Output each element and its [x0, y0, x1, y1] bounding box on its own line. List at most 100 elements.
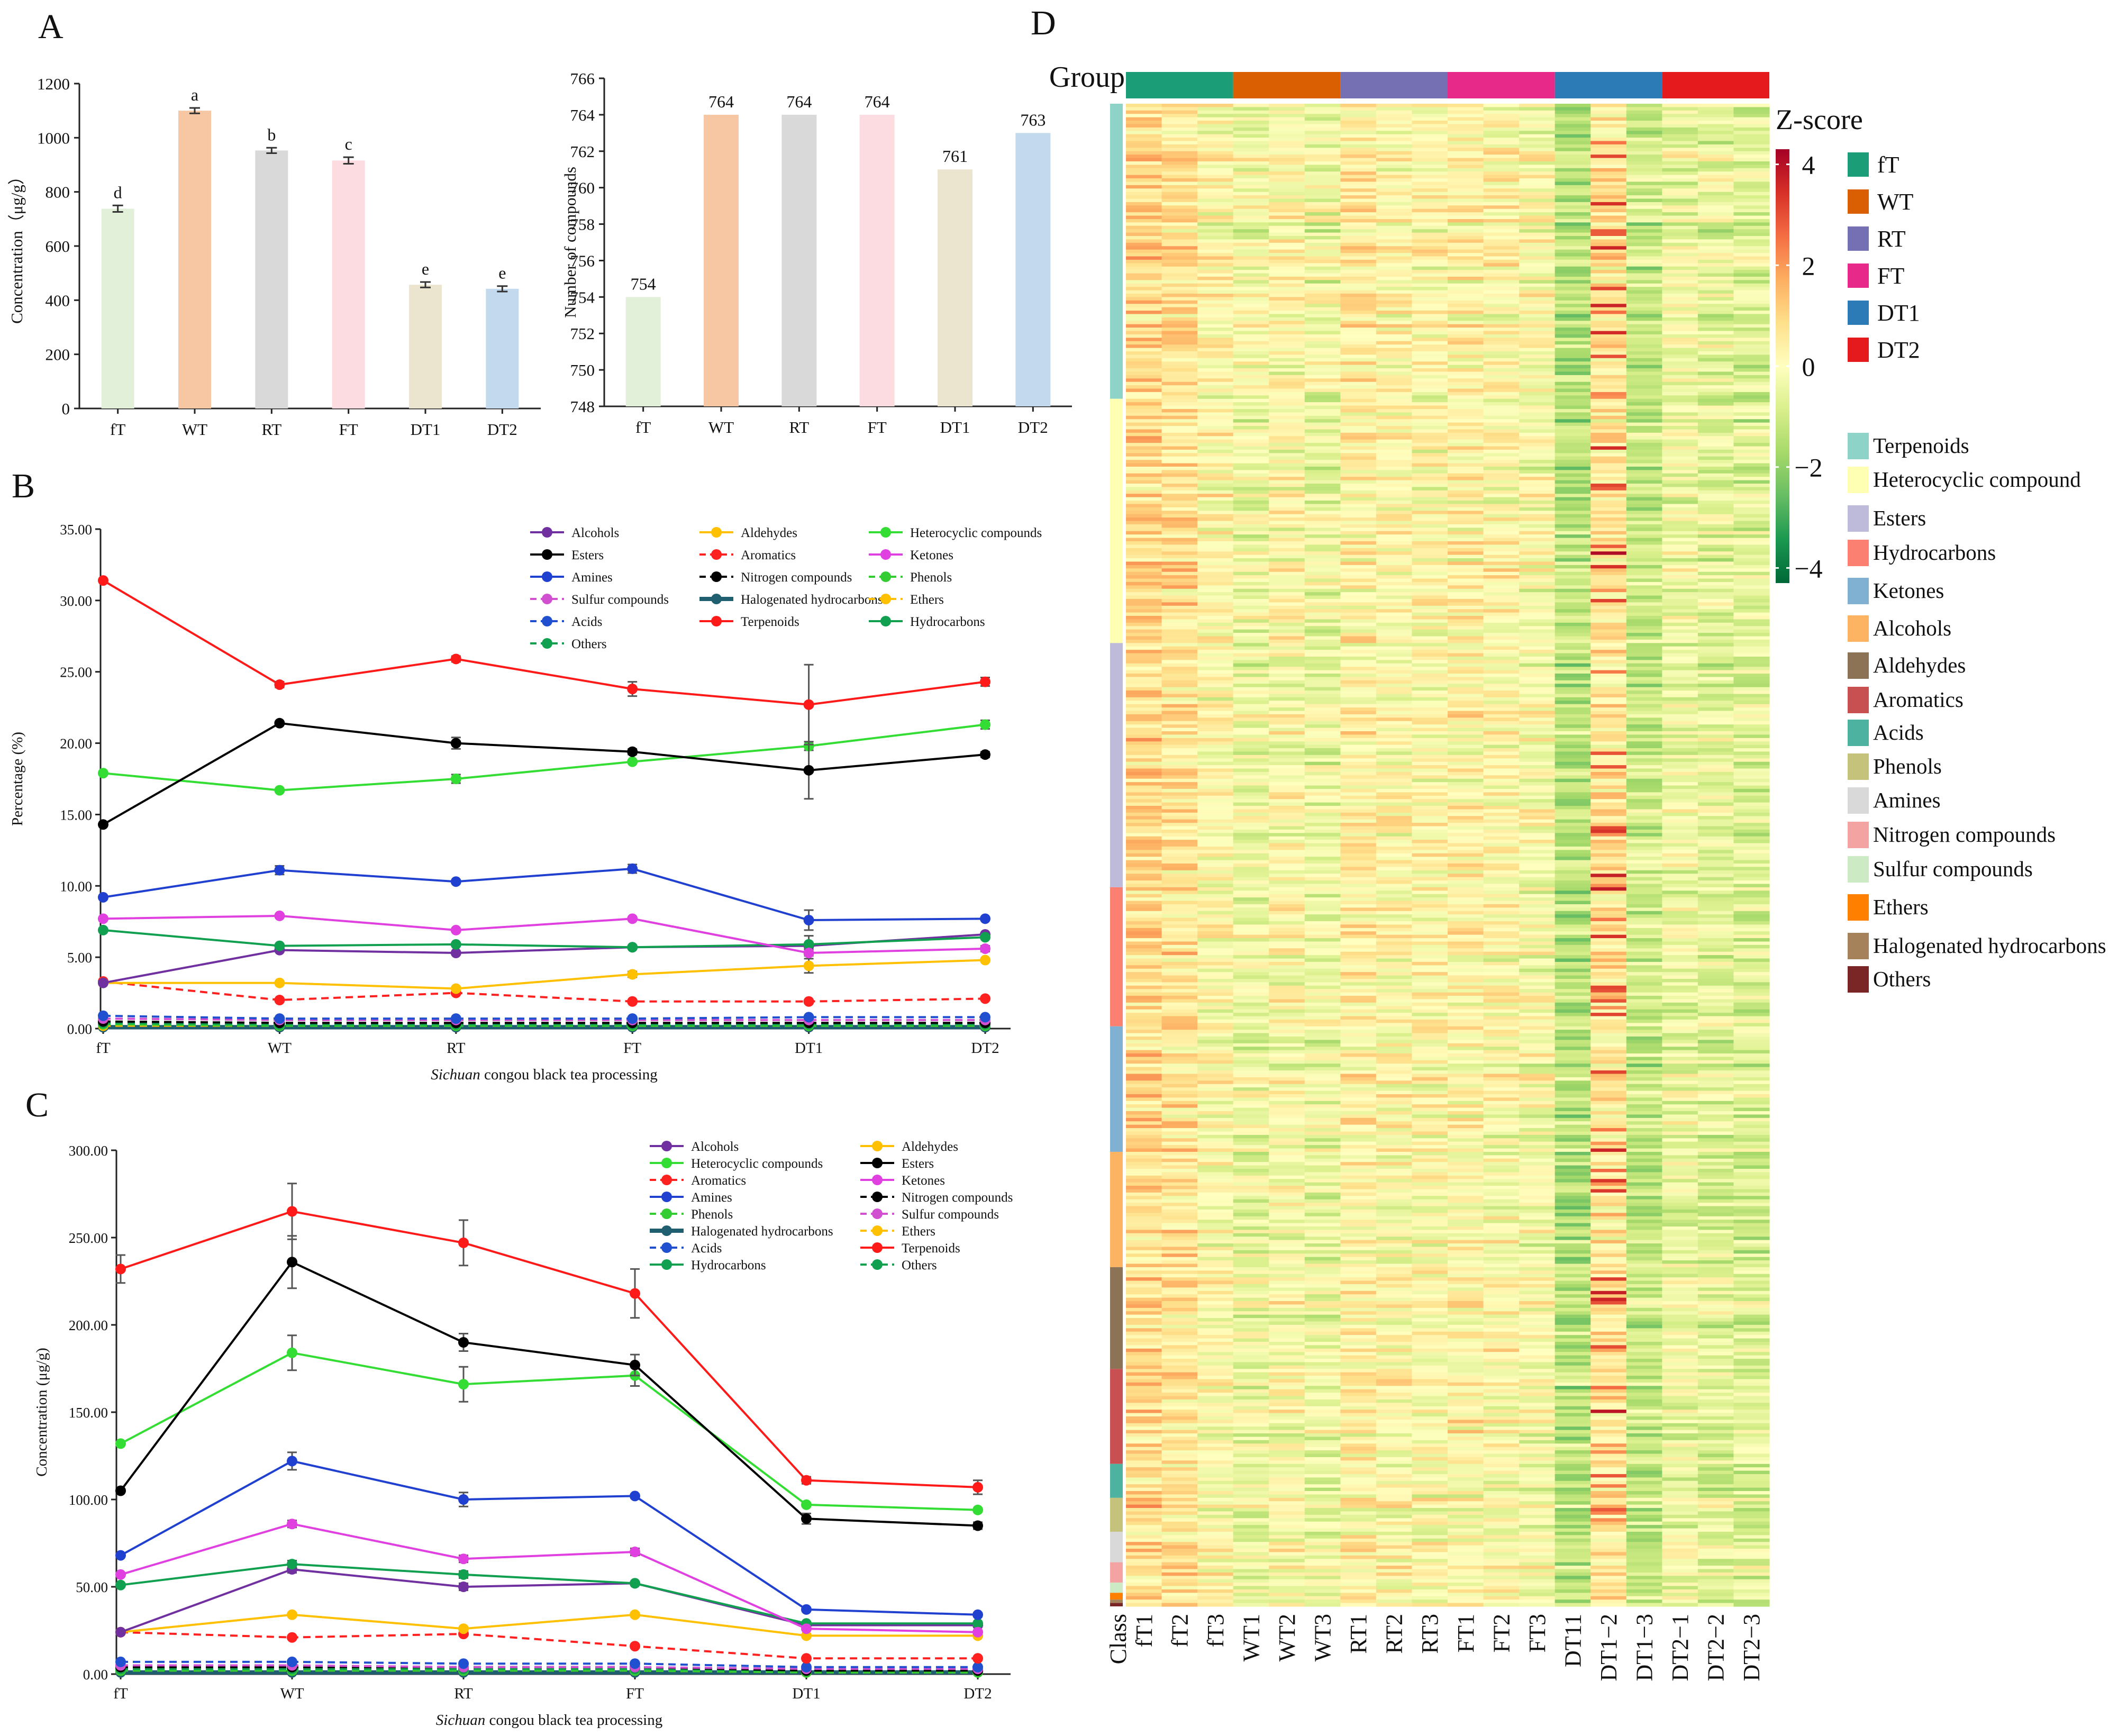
- heatmap-cell: [1126, 626, 1162, 630]
- heatmap-cell: [1376, 215, 1413, 220]
- heatmap-cell: [1519, 884, 1556, 888]
- heatmap-cell: [1519, 249, 1556, 253]
- heatmap-cell: [1733, 171, 1770, 176]
- heatmap-cell: [1590, 544, 1627, 549]
- data-label: 761: [942, 147, 968, 166]
- heatmap-cell: [1519, 432, 1556, 437]
- heatmap-cell: [1412, 365, 1448, 369]
- heatmap-cell: [1304, 104, 1341, 108]
- heatmap-cell: [1555, 874, 1591, 878]
- heatmap-cell: [1233, 609, 1269, 613]
- heatmap-cell: [1697, 684, 1734, 688]
- heatmap-cell: [1590, 674, 1627, 678]
- heatmap-cell: [1269, 165, 1305, 169]
- data-point-amines: [980, 913, 990, 924]
- heatmap-cell: [1269, 704, 1305, 708]
- heatmap-cell: [1448, 351, 1484, 356]
- heatmap-cell: [1376, 514, 1413, 518]
- heatmap-cell: [1233, 704, 1269, 708]
- heatmap-cell: [1161, 575, 1198, 579]
- heatmap-cell: [1733, 276, 1770, 280]
- heatmap-cell: [1233, 110, 1269, 114]
- heatmap-cell: [1555, 144, 1591, 148]
- heatmap-cell: [1197, 731, 1234, 735]
- heatmap-cell: [1412, 381, 1448, 386]
- heatmap-cell: [1161, 127, 1198, 131]
- heatmap-cell: [1662, 836, 1698, 840]
- heatmap-cell: [1590, 575, 1627, 579]
- heatmap-cell: [1733, 110, 1770, 114]
- heatmap-cell: [1197, 765, 1234, 769]
- heatmap-cell: [1197, 229, 1234, 233]
- heatmap-cell: [1483, 355, 1520, 359]
- heatmap-cell: [1376, 181, 1413, 186]
- data-point-aromatics: [287, 1632, 297, 1643]
- heatmap-cell: [1376, 300, 1413, 304]
- heatmap-cell: [1376, 602, 1413, 606]
- heatmap-cell: [1662, 874, 1698, 878]
- heatmap-cell: [1626, 432, 1662, 437]
- heatmap-cell: [1662, 857, 1698, 861]
- heatmap-cell: [1304, 466, 1341, 470]
- heatmap-cell: [1412, 548, 1448, 552]
- heatmap-cell: [1269, 188, 1305, 193]
- heatmap-cell: [1519, 514, 1556, 518]
- heatmap-cell: [1697, 290, 1734, 294]
- heatmap-cell: [1340, 148, 1377, 152]
- heatmap-cell: [1126, 714, 1162, 718]
- heatmap-cell: [1376, 398, 1413, 403]
- heatmap-cell: [1555, 890, 1591, 895]
- heatmap-cell: [1412, 378, 1448, 383]
- heatmap-cell: [1519, 846, 1556, 850]
- heatmap-cell: [1448, 768, 1484, 772]
- heatmap-cell: [1376, 402, 1413, 406]
- heatmap-cell: [1483, 324, 1520, 328]
- heatmap-cell: [1519, 521, 1556, 525]
- heatmap-cell: [1590, 694, 1627, 698]
- heatmap-cell: [1483, 551, 1520, 556]
- heatmap-cell: [1161, 426, 1198, 430]
- heatmap-cell: [1197, 381, 1234, 386]
- heatmap-cell: [1304, 321, 1341, 325]
- heatmap-cell: [1161, 633, 1198, 637]
- heatmap-cell: [1662, 460, 1698, 464]
- heatmap-cell: [1304, 538, 1341, 542]
- heatmap-cell: [1626, 280, 1662, 284]
- heatmap-cell: [1697, 511, 1734, 515]
- heatmap-cell: [1161, 158, 1198, 162]
- heatmap-cell: [1412, 507, 1448, 511]
- heatmap-cell: [1126, 558, 1162, 562]
- heatmap-cell: [1483, 592, 1520, 596]
- heatmap-cell: [1269, 744, 1305, 749]
- heatmap-cell: [1626, 588, 1662, 593]
- heatmap-cell: [1412, 857, 1448, 861]
- heatmap-cell: [1733, 551, 1770, 556]
- heatmap-cell: [1733, 263, 1770, 267]
- series-acids: [98, 1010, 990, 1024]
- heatmap-cell: [1555, 398, 1591, 403]
- heatmap-cell: [1304, 436, 1341, 440]
- heatmap-cell: [1590, 263, 1627, 267]
- heatmap-cell: [1590, 225, 1627, 230]
- heatmap-cell: [1197, 371, 1234, 376]
- heatmap-cell: [1483, 701, 1520, 705]
- heatmap-cell: [1662, 314, 1698, 318]
- heatmap-cell: [1483, 788, 1520, 793]
- heatmap-cell: [1555, 694, 1591, 698]
- heatmap-cell: [1126, 605, 1162, 610]
- heatmap-cell: [1269, 711, 1305, 715]
- heatmap-cell: [1304, 385, 1341, 389]
- heatmap-cell: [1697, 242, 1734, 247]
- heatmap-cell: [1340, 802, 1377, 806]
- heatmap-cell: [1590, 592, 1627, 596]
- heatmap-cell: [1197, 208, 1234, 213]
- heatmap-cell: [1662, 124, 1698, 128]
- heatmap-cell: [1519, 840, 1556, 844]
- heatmap-cell: [1626, 802, 1662, 806]
- heatmap-cell: [1304, 219, 1341, 223]
- heatmap-cell: [1590, 422, 1627, 426]
- heatmap-cell: [1126, 748, 1162, 752]
- heatmap-cell: [1697, 731, 1734, 735]
- heatmap-cell: [1733, 707, 1770, 712]
- heatmap-cell: [1376, 884, 1413, 888]
